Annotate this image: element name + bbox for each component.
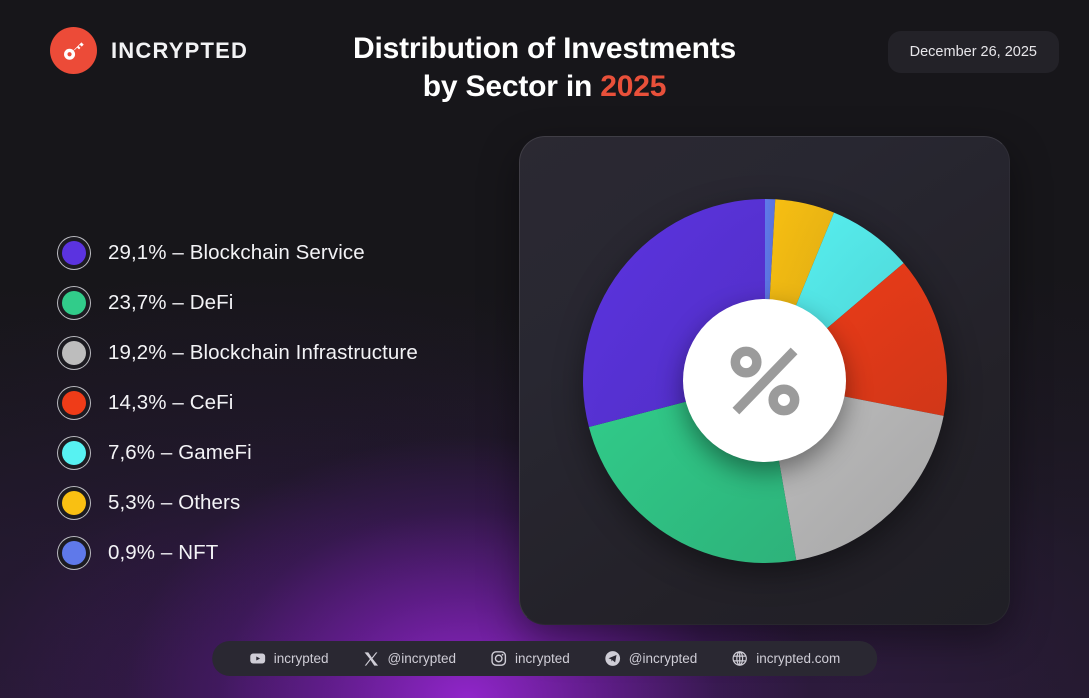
social-handle: incrypted.com [756, 651, 841, 666]
social-link-x-twitter[interactable]: @incrypted [345, 650, 472, 667]
social-link-instagram[interactable]: incrypted [473, 650, 587, 667]
legend-color-dot [62, 291, 86, 315]
social-handle: @incrypted [628, 651, 698, 666]
social-link-telegram[interactable]: @incrypted [587, 650, 714, 667]
telegram-icon [604, 650, 621, 667]
donut-center [683, 299, 846, 462]
social-link-youtube[interactable]: incrypted [232, 650, 346, 667]
brand-name: INCRYPTED [111, 37, 249, 63]
legend-item-label: 0,9% – NFT [108, 541, 219, 564]
legend-item: 0,9% – NFT [57, 528, 418, 578]
legend-item-label: 5,3% – Others [108, 491, 241, 514]
legend-color-dot [62, 341, 86, 365]
swatch-others [57, 486, 91, 520]
key-icon [50, 27, 97, 74]
social-handle: incrypted [273, 651, 329, 666]
legend-item: 14,3% – CeFi [57, 378, 418, 428]
youtube-icon [249, 650, 266, 667]
legend-color-dot [62, 441, 86, 465]
legend-color-dot [62, 241, 86, 265]
legend-color-dot [62, 491, 86, 515]
legend-item: 23,7% – DeFi [57, 278, 418, 328]
title-year: 2025 [600, 70, 667, 104]
legend-item-label: 23,7% – DeFi [108, 291, 234, 314]
swatch-blockchain-infrastructure [57, 336, 91, 370]
legend-item: 19,2% – Blockchain Infrastructure [57, 328, 418, 378]
legend-color-dot [62, 541, 86, 565]
legend-item-label: 14,3% – CeFi [108, 391, 234, 414]
social-handle: @incrypted [387, 651, 456, 666]
legend-item: 7,6% – GameFi [57, 428, 418, 478]
brand-logo: INCRYPTED [50, 27, 248, 74]
swatch-cefi [57, 386, 91, 420]
title-line-2: by Sector in 2025 [0, 68, 1089, 106]
social-handle: incrypted [514, 651, 570, 666]
legend-item-label: 19,2% – Blockchain Infrastructure [108, 341, 418, 364]
pie-chart [582, 198, 950, 574]
title-line-2-text: by Sector in [422, 70, 601, 104]
swatch-gamefi [57, 436, 91, 470]
legend-item-label: 7,6% – GameFi [108, 441, 252, 464]
swatch-defi [57, 286, 91, 320]
social-footer: incrypted @incrypted incrypted @incrypted in… [211, 641, 878, 676]
legend-color-dot [62, 391, 86, 415]
swatch-blockchain-service [57, 236, 91, 270]
legend-item-label: 29,1% – Blockchain Service [108, 241, 365, 264]
percent-icon [722, 338, 808, 424]
globe-icon [731, 650, 748, 667]
x-twitter-icon [362, 650, 379, 667]
instagram-icon [490, 650, 507, 667]
social-link-globe[interactable]: incrypted.com [714, 650, 857, 667]
header: INCRYPTED Distribution of Investments by… [0, 0, 1089, 105]
date-badge: December 26, 2025 [887, 31, 1059, 73]
legend-item: 29,1% – Blockchain Service [57, 228, 418, 278]
legend-item: 5,3% – Others [57, 478, 418, 528]
swatch-nft [57, 536, 91, 570]
chart-card [519, 136, 1010, 625]
chart-legend: 29,1% – Blockchain Service 23,7% – DeFi 19… [57, 228, 418, 578]
